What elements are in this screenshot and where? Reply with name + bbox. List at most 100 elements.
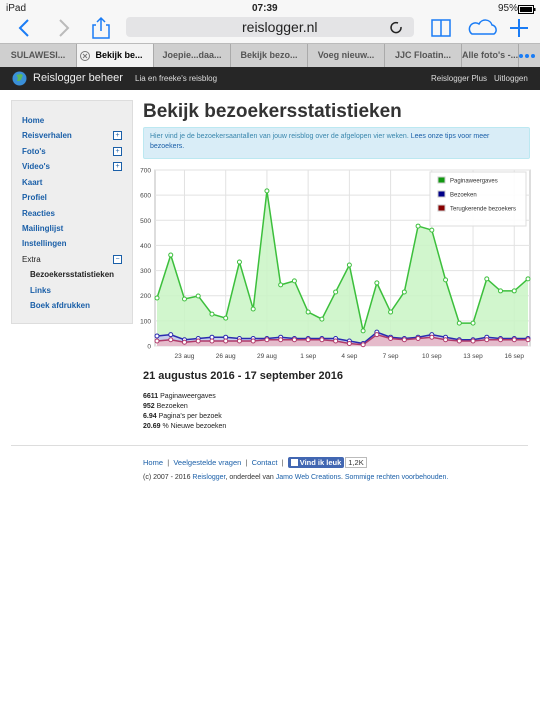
- company-link[interactable]: Jamo Web Creations: [275, 474, 341, 481]
- menu-item[interactable]: Instellingen: [22, 239, 67, 248]
- copyright-text: , onderdeel van: [225, 474, 276, 481]
- menu-item[interactable]: Foto's: [22, 147, 46, 156]
- footer-link[interactable]: Contact: [251, 458, 278, 467]
- menu-item[interactable]: Reisverhalen: [22, 131, 72, 140]
- point: [429, 227, 435, 233]
- point: [401, 289, 407, 295]
- reload-button[interactable]: [390, 21, 402, 34]
- expand-icon[interactable]: +: [113, 131, 122, 140]
- menu-item[interactable]: Video's: [22, 162, 50, 171]
- like-text: Vind ik leuk: [299, 458, 342, 467]
- url[interactable]: reislogger.nl: [242, 19, 318, 35]
- blog-name[interactable]: Lia en freeke's reisblog: [135, 74, 218, 83]
- tab[interactable]: Bekijk be...: [77, 44, 154, 67]
- point: [291, 278, 297, 284]
- x-tick-label: 16 sep: [504, 353, 524, 360]
- tab[interactable]: JJC Floatin...: [385, 44, 462, 67]
- stat-number: 6611: [143, 393, 159, 400]
- point: [250, 338, 256, 344]
- brand[interactable]: Reislogger beheer: [33, 72, 123, 84]
- x-tick-label: 10 sep: [422, 353, 442, 360]
- divider: [11, 445, 528, 446]
- status-bar: iPad 07:39 95%: [0, 0, 540, 20]
- more-tabs[interactable]: [518, 53, 536, 59]
- point: [415, 335, 421, 341]
- tab[interactable]: SULAWESI...: [0, 44, 77, 67]
- separator: |: [167, 458, 170, 467]
- menu-item[interactable]: Boek afdrukken: [30, 301, 91, 310]
- menu-item[interactable]: Kaart: [22, 178, 43, 187]
- point: [223, 338, 229, 344]
- share-button[interactable]: [92, 16, 110, 39]
- menu-item-active[interactable]: Bezoekersstatistieken: [30, 270, 115, 279]
- menu-item[interactable]: Reacties: [22, 209, 55, 218]
- expand-icon[interactable]: +: [113, 162, 122, 171]
- point: [168, 332, 174, 338]
- point: [360, 342, 366, 348]
- tab[interactable]: Joepie...daa...: [154, 44, 231, 67]
- brand-link[interactable]: Reislogger: [192, 474, 226, 481]
- forward-button[interactable]: [59, 19, 70, 37]
- tab[interactable]: Alle foto's -...: [462, 44, 519, 67]
- tab-strip: SULAWESI... Bekijk be... Joepie...daa...…: [0, 43, 540, 67]
- point: [319, 337, 325, 343]
- new-tab-button[interactable]: [510, 19, 528, 37]
- point: [429, 334, 435, 340]
- info-box: Hier vind je de bezoekersaantallen van j…: [143, 127, 530, 159]
- y-tick-label: 400: [140, 243, 151, 250]
- collapse-icon[interactable]: −: [113, 255, 122, 264]
- footer-link[interactable]: Home: [143, 458, 164, 467]
- menu-item[interactable]: Extra: [22, 255, 41, 264]
- info-link[interactable]: Lees onze tips voor meer bezoekers.: [150, 133, 490, 150]
- point: [388, 335, 394, 341]
- expand-icon[interactable]: +: [113, 147, 122, 156]
- stat-label: Paginaweergaves: [160, 393, 216, 400]
- plus-link[interactable]: Reislogger Plus: [431, 74, 488, 83]
- tab[interactable]: Bekijk bezo...: [231, 44, 308, 67]
- stat: 952 Bezoeken: [143, 402, 226, 412]
- legend-label: Terugkerende bezoekers: [450, 207, 516, 213]
- area: [157, 190, 528, 346]
- menu-item[interactable]: Profiel: [22, 193, 47, 202]
- fb-icon: [290, 459, 298, 466]
- point: [236, 259, 242, 265]
- stat-number: 952: [143, 403, 155, 410]
- legend-swatch: [437, 176, 446, 184]
- point: [250, 306, 256, 312]
- bookmarks-button[interactable]: [431, 19, 451, 37]
- toolbar-icons: [18, 16, 528, 39]
- point: [223, 315, 229, 321]
- address-bar[interactable]: [126, 17, 414, 37]
- menu-item[interactable]: Links: [30, 286, 51, 295]
- point: [305, 337, 311, 343]
- point: [195, 293, 201, 299]
- point: [484, 337, 490, 343]
- line: [156, 190, 529, 332]
- point: [498, 288, 504, 294]
- footer-link[interactable]: Veelgestelde vragen: [173, 458, 242, 467]
- footer-links: Home | Veelgestelde vragen | Contact | V…: [143, 457, 367, 468]
- area: [157, 334, 528, 346]
- logout-link[interactable]: Uitloggen: [494, 74, 528, 83]
- point: [319, 316, 325, 322]
- back-button[interactable]: [18, 19, 29, 37]
- point: [388, 309, 394, 315]
- rights-link[interactable]: Sommige rechten voorbehouden.: [344, 474, 449, 481]
- menu-item[interactable]: Mailinglijst: [22, 224, 64, 233]
- point: [181, 339, 187, 345]
- tab[interactable]: Voeg nieuw...: [308, 44, 385, 67]
- point: [168, 252, 174, 258]
- point: [470, 338, 476, 344]
- menu-item[interactable]: Home: [22, 116, 45, 125]
- y-tick-label: 600: [140, 193, 151, 200]
- legend-label: Paginaweergaves: [450, 179, 498, 185]
- close-tab[interactable]: [80, 51, 90, 61]
- legend-swatch: [437, 190, 446, 198]
- point: [305, 309, 311, 315]
- battery-percent: 95%: [498, 3, 519, 14]
- cloud-tabs-button[interactable]: [468, 19, 497, 35]
- point: [291, 337, 297, 343]
- like-button[interactable]: Vind ik leuk: [287, 457, 345, 468]
